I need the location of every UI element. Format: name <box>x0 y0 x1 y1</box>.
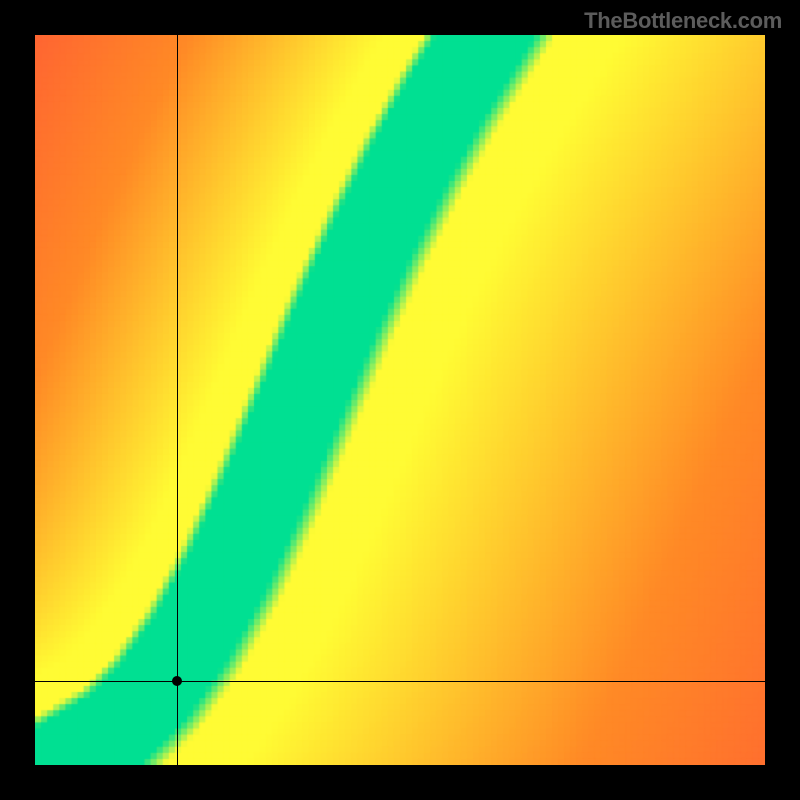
heatmap-canvas <box>35 35 765 765</box>
watermark-text: TheBottleneck.com <box>584 8 782 34</box>
chart-container: TheBottleneck.com <box>0 0 800 800</box>
crosshair-vertical <box>177 35 178 765</box>
crosshair-horizontal <box>35 681 765 682</box>
heatmap-area <box>35 35 765 765</box>
marker-dot <box>172 676 182 686</box>
